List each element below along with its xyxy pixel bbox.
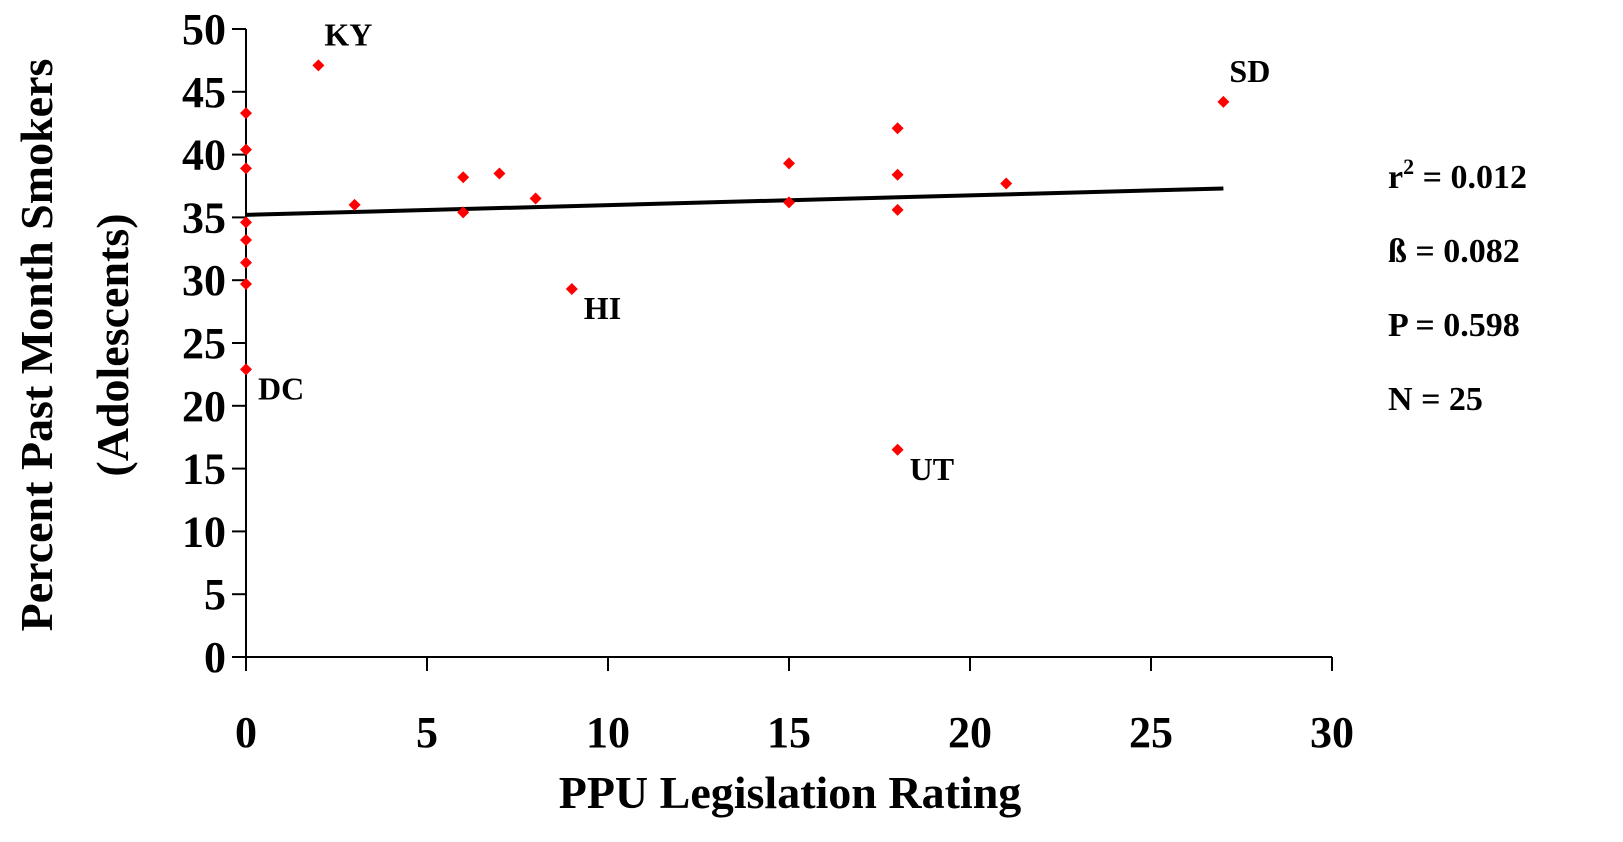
point (891, 168, 904, 181)
point-label: DC (258, 370, 304, 406)
point (565, 282, 578, 295)
point (1000, 177, 1013, 190)
stat: r2 = 0.012 (1388, 154, 1527, 196)
y-tick-label: 35 (182, 193, 226, 242)
stat-value: = 0.082 (1407, 233, 1520, 270)
point (240, 234, 252, 247)
point (891, 443, 904, 456)
x-tick-label: 0 (235, 708, 257, 757)
stat: P = 0.598 (1388, 307, 1520, 344)
point (783, 196, 795, 209)
stat-value: = 0.012 (1414, 159, 1527, 196)
x-tick-label: 20 (948, 708, 992, 757)
y-tick-label: 25 (182, 319, 226, 368)
y-tick-label: 5 (204, 570, 226, 619)
x-tick-label: 5 (416, 708, 438, 757)
point-label: SD (1229, 53, 1270, 89)
y-tick-label: 40 (182, 131, 226, 180)
y-axis-title: Percent Past Month Smokers (11, 59, 62, 632)
x-tick-label: 25 (1129, 708, 1173, 757)
point (783, 157, 795, 170)
point (240, 216, 252, 229)
stat: N = 25 (1388, 381, 1483, 418)
stat-label: r (1388, 159, 1403, 196)
stat-label: N (1388, 381, 1413, 418)
point-label: HI (584, 290, 621, 326)
point (891, 122, 904, 135)
point (891, 203, 904, 216)
stat-value: = 25 (1413, 381, 1483, 418)
y-tick-label: 15 (182, 445, 226, 494)
stat-sup: 2 (1403, 154, 1414, 179)
trend-line (245, 186, 1224, 217)
x-tick-label: 30 (1310, 708, 1354, 757)
point (240, 143, 252, 156)
point (1217, 95, 1230, 108)
point (493, 167, 506, 180)
point (348, 198, 361, 211)
y-tick-label: 45 (182, 68, 226, 117)
y-tick-label: 50 (182, 5, 226, 54)
y-tick-label: 20 (182, 382, 226, 431)
stat-label: P (1388, 307, 1408, 344)
stat-label: ß (1388, 233, 1407, 270)
x-tick-label: 10 (586, 708, 630, 757)
y-tick-label: 10 (182, 507, 226, 556)
point-label: KY (324, 16, 372, 52)
point (529, 192, 542, 205)
point (240, 162, 252, 175)
point (457, 171, 470, 184)
y-tick-label: 30 (182, 256, 226, 305)
stat: ß = 0.082 (1388, 233, 1520, 270)
x-tick-label: 15 (767, 708, 811, 757)
point (240, 107, 252, 120)
stat-value: = 0.598 (1407, 307, 1520, 344)
point (312, 59, 325, 72)
point (240, 256, 252, 269)
point (457, 206, 470, 219)
point-label: UT (910, 451, 954, 487)
x-axis-title: PPU Legislation Rating (559, 767, 1022, 818)
point (240, 363, 252, 376)
y-tick-label: 0 (204, 633, 226, 682)
y-axis-title: (Adolescents) (87, 213, 138, 476)
point (240, 277, 252, 290)
